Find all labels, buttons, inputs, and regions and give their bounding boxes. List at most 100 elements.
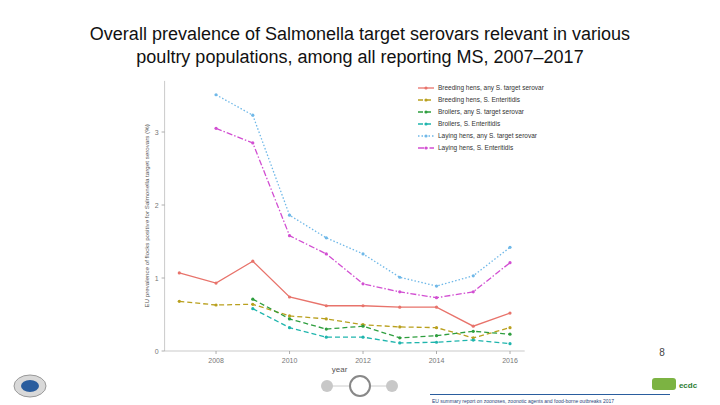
series-point <box>178 271 181 274</box>
nav-dot <box>386 380 398 392</box>
series-point <box>251 303 254 306</box>
legend-swatch <box>418 111 434 112</box>
legend-swatch <box>418 99 434 100</box>
footer: EU summary report on zoonoses, zoonotic … <box>432 398 614 404</box>
logo-text: ecdc <box>679 381 698 390</box>
legend-label: Breeding hens, any S. target serovar <box>438 84 545 92</box>
x-axis-label: year <box>332 365 348 374</box>
series-point <box>398 276 401 279</box>
series-line <box>216 95 510 286</box>
y-tick <box>162 351 165 352</box>
series-point <box>398 336 401 339</box>
series-point <box>361 325 364 328</box>
y-axis-label: EU prevalence of flocks positive for Sal… <box>143 124 150 307</box>
series-point <box>288 326 291 329</box>
series-point <box>361 336 364 339</box>
legend-marker <box>424 86 427 89</box>
series-point <box>288 295 291 298</box>
legend-swatch <box>418 87 434 88</box>
x-tick <box>436 351 437 354</box>
x-tick-label: 2014 <box>429 357 445 364</box>
series-line <box>253 309 510 344</box>
series-point <box>508 261 511 264</box>
series-point <box>472 290 475 293</box>
series-point <box>472 274 475 277</box>
series-point <box>325 252 328 255</box>
series-point <box>361 282 364 285</box>
logo-shape <box>21 380 39 392</box>
y-axis <box>164 81 165 351</box>
legend-marker <box>424 146 427 149</box>
series-point <box>508 333 511 336</box>
series-point <box>398 306 401 309</box>
x-tick-label: 2010 <box>282 357 298 364</box>
series-point <box>361 252 364 255</box>
y-tick-label: 2 <box>155 202 159 209</box>
series-point <box>251 114 254 117</box>
x-axis <box>165 351 525 352</box>
slide: Overall prevalence of Salmonella target … <box>0 0 720 405</box>
legend: Breeding hens, any S. target serovar Bree… <box>418 84 545 152</box>
x-tick-label: 2016 <box>502 357 518 364</box>
title: Overall prevalence of Salmonella target … <box>90 24 630 67</box>
x-tick <box>289 351 290 354</box>
series-point <box>325 236 328 239</box>
series-point <box>214 93 217 96</box>
series-point <box>508 246 511 249</box>
legend-label: Broilers, S. Enteritidis <box>438 120 501 127</box>
y-tick <box>162 205 165 206</box>
series-point <box>472 325 475 328</box>
series-point <box>435 334 438 337</box>
series-point <box>398 325 401 328</box>
series-point <box>472 338 475 341</box>
series-point <box>508 342 511 345</box>
nav-dot-current <box>350 376 370 396</box>
series-point <box>288 214 291 217</box>
y-tick-label: 3 <box>155 129 159 136</box>
y-tick-label: 1 <box>155 275 159 282</box>
legend-label: Breeding hens, S. Enteritidis <box>438 96 521 104</box>
series-point <box>435 296 438 299</box>
series-point <box>508 311 511 314</box>
x-tick <box>363 351 364 354</box>
series-group <box>178 93 512 345</box>
series-point <box>472 330 475 333</box>
series-line <box>253 299 510 338</box>
x-tick-label: 2008 <box>208 357 224 364</box>
series-point <box>508 326 511 329</box>
page-number: 8 <box>659 347 665 358</box>
legend-swatch <box>418 135 434 136</box>
series-point <box>435 284 438 287</box>
series-point <box>288 234 291 237</box>
series-point <box>398 341 401 344</box>
series-point <box>251 260 254 263</box>
series-point <box>288 314 291 317</box>
series-point <box>325 336 328 339</box>
series-point <box>361 304 364 307</box>
series-line <box>216 128 510 297</box>
series-point <box>325 328 328 331</box>
series-point <box>178 300 181 303</box>
series-point <box>214 127 217 130</box>
series-point <box>214 282 217 285</box>
legend-swatch <box>418 123 434 124</box>
legend-label: Broilers, any S. target serovar <box>438 108 525 116</box>
series-point <box>435 306 438 309</box>
x-tick <box>510 351 511 354</box>
series-point <box>435 326 438 329</box>
series-point <box>325 317 328 320</box>
legend-marker <box>424 110 427 113</box>
x-tick-label: 2012 <box>355 357 371 364</box>
series-point <box>251 141 254 144</box>
series-point <box>398 290 401 293</box>
series-point <box>288 317 291 320</box>
legend-marker <box>424 122 427 125</box>
series-point <box>251 307 254 310</box>
series-point <box>325 304 328 307</box>
legend-marker <box>424 98 427 101</box>
y-tick-label: 0 <box>155 348 159 355</box>
nav-dot <box>321 380 333 392</box>
legend-swatch <box>418 147 434 148</box>
legend-label: Laying hens, S. Enteritidis <box>438 144 514 152</box>
y-tick <box>162 132 165 133</box>
